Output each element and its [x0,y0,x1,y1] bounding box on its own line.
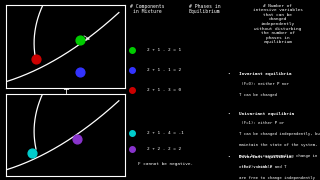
Text: Univariant equilibria: Univariant equilibria [239,112,294,116]
Point [30,152,35,155]
Text: 2 + 1 - 3 = 0: 2 + 1 - 3 = 0 [147,88,181,92]
Text: 2 + 1 - 2 = 1: 2 + 1 - 2 = 1 [147,48,181,52]
Text: 2 + 1 - 4 = -1: 2 + 1 - 4 = -1 [147,131,184,135]
Text: (F=1): either P or: (F=1): either P or [239,122,284,125]
Text: # Phases in
Equilibrium: # Phases in Equilibrium [189,4,220,14]
Text: F cannot be negative.: F cannot be negative. [138,162,193,166]
Text: Divariant equilibria: Divariant equilibria [239,155,292,159]
Text: T: T [63,89,68,98]
Text: T can be changed: T can be changed [239,93,277,97]
Point [77,70,82,73]
Text: # Components
in Mixture: # Components in Mixture [130,4,164,14]
Text: 2 + 1 - 1 = 2: 2 + 1 - 1 = 2 [147,68,181,72]
Text: must be a corresponding change in the: must be a corresponding change in the [239,154,320,158]
Point [75,138,80,141]
Text: (F=2): both P and T: (F=2): both P and T [239,165,287,169]
Text: (F=0): neither P nor: (F=0): neither P nor [239,82,289,86]
Text: # Number of
intensive variables
that can be
changed
independently
without distur: # Number of intensive variables that can… [253,4,303,44]
Text: •: • [228,72,232,76]
Text: other variable: other variable [239,165,273,169]
Point [34,58,38,61]
Text: 2 + 2 - 2 = 2: 2 + 2 - 2 = 2 [147,147,181,151]
Text: maintain the state of the system, there: maintain the state of the system, there [239,143,320,147]
Text: are free to change independently: are free to change independently [239,176,316,179]
Text: T can be changed independently, but to: T can be changed independently, but to [239,132,320,136]
Point [77,39,82,42]
Text: •: • [228,155,232,159]
Text: •: • [228,112,232,116]
Text: Invariant equilibria: Invariant equilibria [239,72,292,76]
